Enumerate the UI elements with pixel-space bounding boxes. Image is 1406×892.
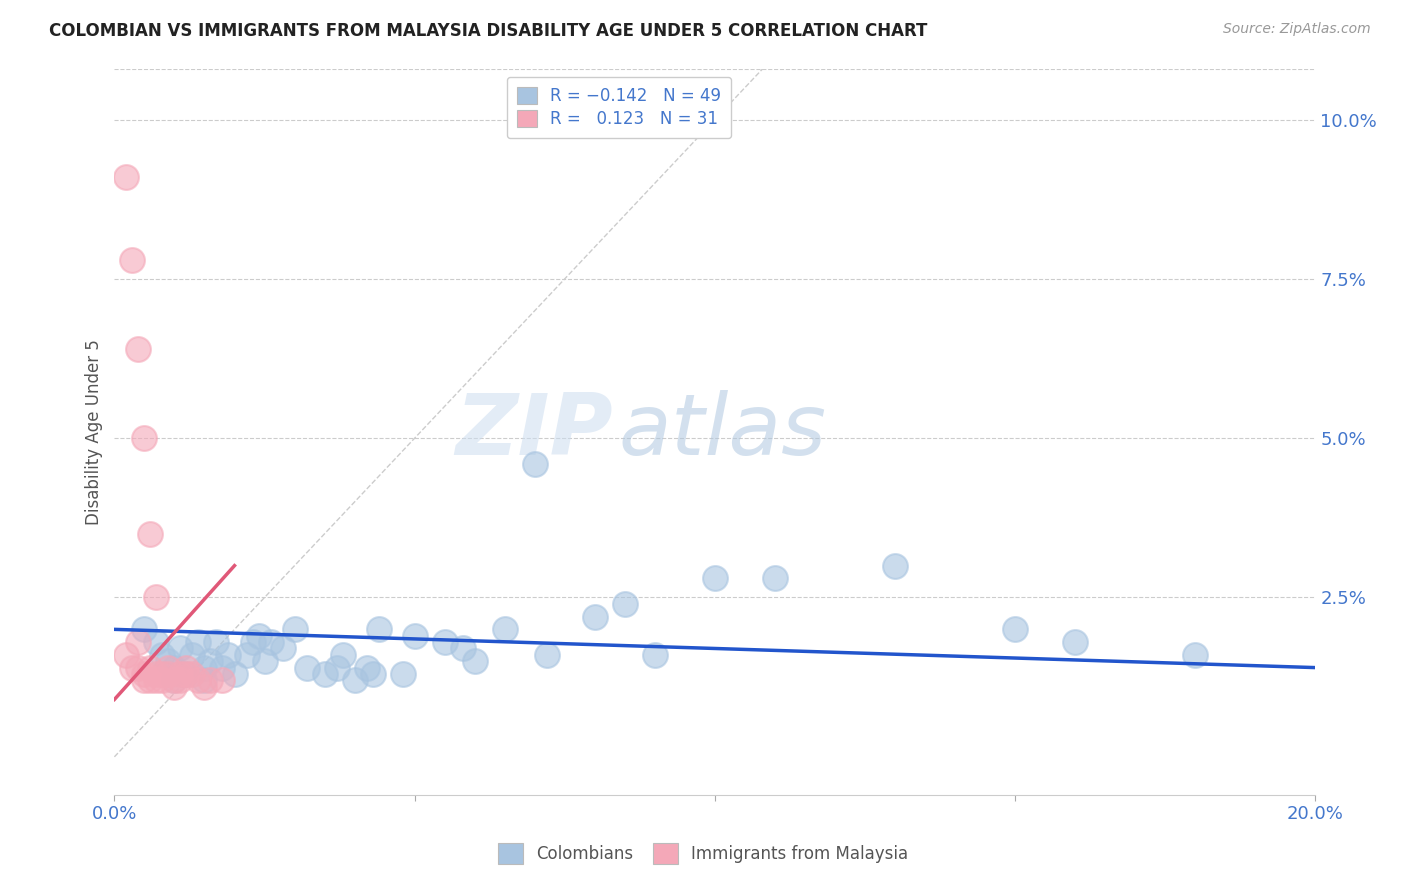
Point bbox=[884, 558, 907, 573]
Point bbox=[613, 597, 636, 611]
Point bbox=[121, 252, 143, 267]
Point bbox=[193, 673, 215, 688]
Point bbox=[169, 641, 191, 656]
Point bbox=[211, 660, 233, 674]
Point bbox=[145, 635, 167, 649]
Point bbox=[451, 641, 474, 656]
Point bbox=[187, 673, 209, 688]
Point bbox=[763, 571, 786, 585]
Point bbox=[145, 667, 167, 681]
Point bbox=[134, 431, 156, 445]
Point bbox=[169, 673, 191, 688]
Point bbox=[218, 648, 240, 662]
Point bbox=[536, 648, 558, 662]
Point bbox=[163, 660, 186, 674]
Point bbox=[242, 635, 264, 649]
Point bbox=[145, 591, 167, 605]
Point bbox=[163, 680, 186, 694]
Point bbox=[157, 654, 180, 668]
Point bbox=[644, 648, 666, 662]
Point bbox=[157, 660, 180, 674]
Point bbox=[163, 673, 186, 688]
Point bbox=[127, 660, 149, 674]
Point bbox=[1004, 623, 1026, 637]
Point bbox=[121, 660, 143, 674]
Point bbox=[139, 526, 162, 541]
Point bbox=[152, 673, 174, 688]
Point bbox=[295, 660, 318, 674]
Point bbox=[1064, 635, 1087, 649]
Point bbox=[332, 648, 354, 662]
Point bbox=[193, 680, 215, 694]
Point bbox=[134, 673, 156, 688]
Point bbox=[523, 457, 546, 471]
Point bbox=[343, 673, 366, 688]
Point bbox=[367, 623, 389, 637]
Point bbox=[325, 660, 347, 674]
Point bbox=[176, 667, 198, 681]
Point bbox=[283, 623, 305, 637]
Point bbox=[139, 673, 162, 688]
Point bbox=[253, 654, 276, 668]
Point bbox=[361, 667, 384, 681]
Point bbox=[391, 667, 413, 681]
Point bbox=[127, 342, 149, 356]
Point bbox=[583, 609, 606, 624]
Point bbox=[145, 673, 167, 688]
Point bbox=[134, 667, 156, 681]
Point bbox=[127, 635, 149, 649]
Point bbox=[314, 667, 336, 681]
Point bbox=[271, 641, 294, 656]
Point bbox=[356, 660, 378, 674]
Text: atlas: atlas bbox=[619, 391, 827, 474]
Point bbox=[259, 635, 281, 649]
Text: COLOMBIAN VS IMMIGRANTS FROM MALAYSIA DISABILITY AGE UNDER 5 CORRELATION CHART: COLOMBIAN VS IMMIGRANTS FROM MALAYSIA DI… bbox=[49, 22, 928, 40]
Legend: Colombians, Immigrants from Malaysia: Colombians, Immigrants from Malaysia bbox=[491, 837, 915, 871]
Point bbox=[211, 673, 233, 688]
Point bbox=[247, 629, 270, 643]
Point bbox=[152, 667, 174, 681]
Point bbox=[703, 571, 725, 585]
Point bbox=[464, 654, 486, 668]
Y-axis label: Disability Age Under 5: Disability Age Under 5 bbox=[86, 339, 103, 524]
Point bbox=[187, 635, 209, 649]
Point bbox=[224, 667, 246, 681]
Point bbox=[176, 667, 198, 681]
Point bbox=[200, 654, 222, 668]
Point bbox=[205, 635, 228, 649]
Point bbox=[152, 648, 174, 662]
Point bbox=[181, 648, 204, 662]
Point bbox=[139, 660, 162, 674]
Text: Source: ZipAtlas.com: Source: ZipAtlas.com bbox=[1223, 22, 1371, 37]
Point bbox=[1184, 648, 1206, 662]
Point bbox=[235, 648, 257, 662]
Point bbox=[193, 660, 215, 674]
Point bbox=[169, 667, 191, 681]
Point bbox=[181, 667, 204, 681]
Point bbox=[115, 648, 138, 662]
Point bbox=[115, 169, 138, 184]
Legend: R = −0.142   N = 49, R =   0.123   N = 31: R = −0.142 N = 49, R = 0.123 N = 31 bbox=[506, 77, 731, 138]
Point bbox=[176, 660, 198, 674]
Point bbox=[157, 667, 180, 681]
Point bbox=[494, 623, 516, 637]
Point bbox=[200, 673, 222, 688]
Text: ZIP: ZIP bbox=[456, 391, 613, 474]
Point bbox=[433, 635, 456, 649]
Point bbox=[134, 623, 156, 637]
Point bbox=[163, 673, 186, 688]
Point bbox=[404, 629, 426, 643]
